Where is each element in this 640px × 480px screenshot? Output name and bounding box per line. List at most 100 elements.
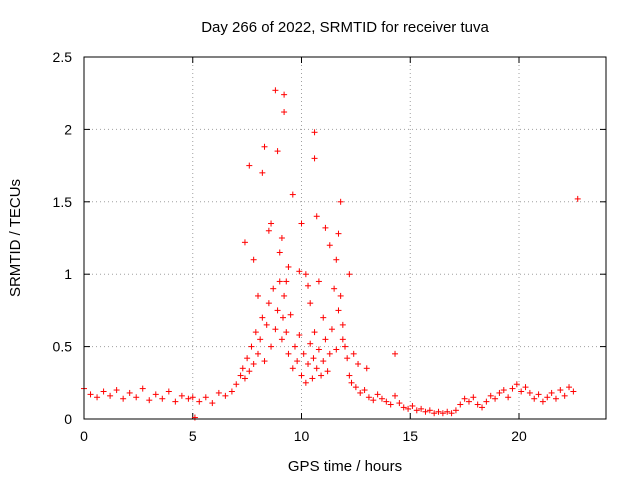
- data-point: [246, 368, 253, 375]
- data-point: [307, 340, 314, 347]
- data-point: [320, 358, 327, 365]
- data-point: [233, 381, 240, 388]
- data-point: [298, 220, 305, 227]
- y-tick-label: 0.5: [53, 339, 73, 355]
- data-point: [281, 292, 288, 299]
- data-point: [189, 394, 196, 401]
- data-point: [426, 407, 433, 414]
- y-tick-label: 2.5: [53, 49, 73, 65]
- data-point: [272, 87, 279, 94]
- data-point: [470, 394, 477, 401]
- data-point: [94, 394, 101, 401]
- data-point: [413, 407, 420, 414]
- data-point: [431, 410, 438, 417]
- data-point: [261, 358, 268, 365]
- data-point: [315, 278, 322, 285]
- data-point: [107, 392, 114, 399]
- data-point: [172, 398, 179, 405]
- data-point: [287, 311, 294, 318]
- data-point: [522, 384, 529, 391]
- data-point: [309, 375, 316, 382]
- data-point: [348, 379, 355, 386]
- data-point: [337, 198, 344, 205]
- data-point: [322, 336, 329, 343]
- data-point: [313, 365, 320, 372]
- data-point: [457, 401, 464, 408]
- data-point: [342, 343, 348, 350]
- data-point: [311, 129, 318, 136]
- data-point: [365, 394, 372, 401]
- data-point: [500, 387, 507, 394]
- data-point: [239, 365, 246, 372]
- data-point: [374, 391, 381, 398]
- data-point: [331, 285, 338, 292]
- data-point: [278, 235, 285, 241]
- data-point: [483, 398, 490, 405]
- data-point: [320, 314, 327, 321]
- y-axis-label: SRMTID / TECUs: [7, 179, 24, 297]
- data-point: [326, 242, 333, 249]
- data-point: [263, 321, 270, 328]
- data-point: [505, 394, 512, 401]
- data-point: [344, 355, 351, 362]
- data-point: [237, 372, 244, 379]
- data-point: [300, 350, 307, 357]
- data-points: [81, 87, 581, 421]
- data-point: [209, 400, 216, 407]
- data-point: [574, 195, 581, 202]
- data-point: [139, 385, 146, 392]
- data-point: [305, 360, 312, 367]
- data-point: [570, 388, 577, 395]
- data-point: [215, 389, 222, 396]
- data-point: [281, 109, 288, 116]
- data-point: [383, 398, 390, 405]
- data-point: [133, 394, 140, 401]
- data-point: [361, 387, 368, 394]
- data-point: [250, 360, 257, 367]
- data-point: [339, 321, 346, 328]
- data-point: [146, 397, 153, 404]
- data-point: [285, 350, 292, 357]
- data-point: [244, 355, 251, 362]
- data-point: [333, 346, 340, 353]
- data-point: [202, 394, 209, 401]
- data-point: [452, 407, 459, 414]
- data-point: [487, 392, 494, 399]
- data-point: [392, 392, 399, 399]
- data-point: [544, 394, 551, 401]
- data-point: [518, 388, 525, 395]
- data-point: [222, 392, 229, 399]
- data-point: [270, 285, 277, 292]
- data-point: [561, 392, 568, 399]
- data-point: [335, 230, 342, 237]
- data-point: [509, 385, 516, 392]
- x-tick-label: 5: [189, 428, 197, 444]
- data-point: [479, 404, 486, 411]
- data-point: [357, 389, 364, 396]
- data-point: [355, 360, 362, 367]
- data-point: [315, 346, 322, 353]
- data-point: [252, 329, 259, 336]
- data-point: [396, 400, 403, 407]
- data-point: [548, 389, 555, 396]
- data-point: [302, 379, 309, 386]
- data-point: [265, 300, 272, 307]
- data-point: [444, 408, 451, 415]
- data-point: [283, 278, 290, 285]
- y-tick-label: 0: [64, 411, 72, 427]
- data-point: [461, 395, 468, 402]
- data-point: [311, 155, 318, 162]
- data-point: [535, 391, 542, 398]
- data-point: [400, 404, 407, 411]
- data-point: [409, 402, 416, 409]
- data-point: [352, 384, 359, 391]
- data-point: [298, 372, 305, 379]
- data-point: [100, 388, 107, 395]
- y-tick-label: 1: [64, 266, 72, 282]
- data-point: [474, 401, 481, 408]
- data-point: [296, 268, 303, 275]
- data-point: [276, 278, 283, 285]
- data-point: [324, 368, 331, 375]
- data-point: [246, 162, 253, 169]
